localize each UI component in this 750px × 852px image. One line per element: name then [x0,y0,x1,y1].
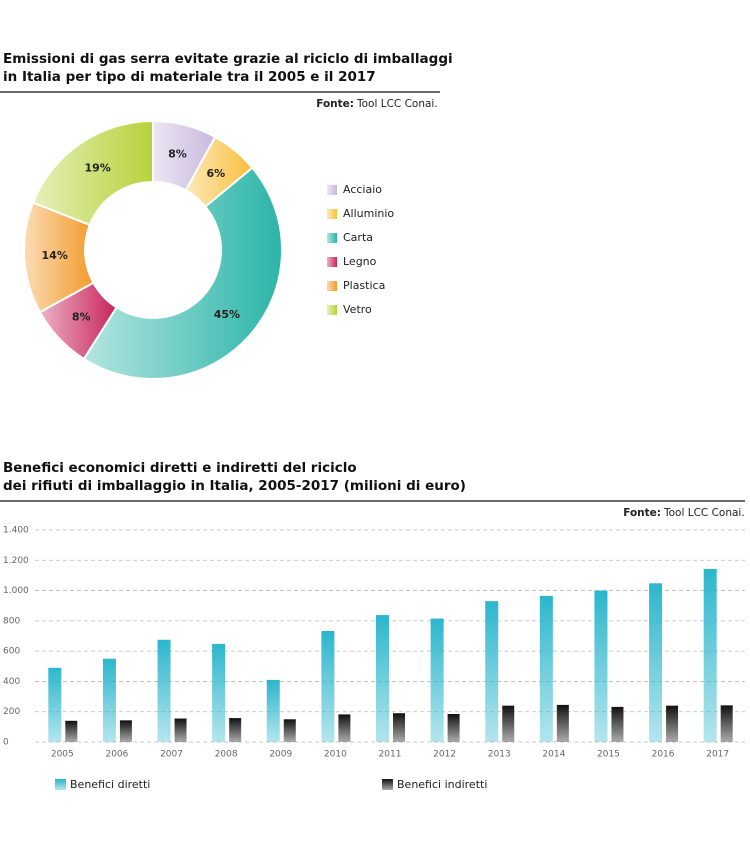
x-tick-label: 2011 [379,750,402,760]
bar [556,704,569,742]
legend-swatch [327,185,337,195]
legend-label: Benefici diretti [70,778,150,791]
legend-label: Acciaio [343,183,382,196]
y-tick-label: 400 [3,677,20,687]
y-tick-label: 200 [3,707,20,717]
x-tick-label: 2009 [269,750,292,760]
bar [447,713,460,742]
source-label: Fonte: [623,507,661,519]
legend-swatch [327,209,337,219]
data-label: 8% [72,310,91,323]
y-tick-label: 1.200 [3,556,29,566]
bar [119,720,132,742]
bar [229,718,242,742]
x-tick-label: 2010 [324,750,347,760]
legend-label: Benefici indiretti [397,778,487,791]
bar [212,643,226,742]
bar [485,601,499,742]
chart-title: dei rifiuti di imballaggio in Italia, 20… [3,478,466,494]
data-label: 6% [206,167,225,180]
legend-label: Alluminio [343,207,394,220]
data-label: 14% [42,249,68,262]
x-tick-label: 2014 [542,750,565,760]
x-tick-label: 2015 [597,750,620,760]
bar [594,590,608,742]
bar [539,595,553,742]
source-label: Fonte: [316,98,354,110]
chart-title: Benefici economici diretti e indiretti d… [3,460,357,476]
data-label: 19% [84,162,110,175]
x-tick-label: 2012 [433,750,456,760]
donut-segment [31,119,154,227]
x-tick-label: 2008 [215,750,238,760]
donut-segment [82,166,283,380]
bar [393,713,405,742]
x-tick-label: 2013 [488,750,511,760]
legend-swatch [327,281,337,291]
bar [611,706,624,742]
bar [649,583,663,742]
bar [174,718,187,742]
y-tick-label: 1.400 [3,526,29,536]
x-tick-label: 2006 [105,750,128,760]
y-tick-label: 600 [3,647,20,657]
legend-label: Carta [343,231,373,244]
y-tick-label: 1.000 [3,586,29,596]
legend-swatch [327,233,337,243]
x-tick-label: 2007 [160,750,183,760]
bar [703,568,717,742]
source: Tool LCC Conai. [356,98,438,110]
bar [502,705,515,742]
legend-label: Legno [343,255,377,268]
x-tick-label: 2016 [652,750,675,760]
x-tick-label: 2017 [706,750,729,760]
bar [48,667,62,742]
chart-title: in Italia per tipo di materiale tra il 2… [3,69,376,85]
legend-swatch [382,779,393,790]
source: Tool LCC Conai. [663,507,745,519]
bar [666,705,679,742]
legend-label: Plastica [343,279,385,292]
data-label: 8% [168,148,187,161]
legend-label: Vetro [343,303,372,316]
bar [266,679,280,742]
bar [338,714,351,742]
bar [157,639,171,742]
bar [65,720,78,742]
bar [321,631,335,742]
bar [720,705,733,742]
y-tick-label: 0 [3,738,9,748]
bar [102,658,116,742]
bar [283,719,296,742]
data-label: 45% [214,308,240,321]
bar [376,615,389,742]
legend-swatch [55,779,66,790]
chart-title: Emissioni di gas serra evitate grazie al… [3,51,453,67]
x-tick-label: 2005 [51,750,74,760]
bar [430,618,444,742]
legend-swatch [327,305,337,315]
y-tick-label: 800 [3,616,20,626]
legend-swatch [327,257,337,267]
